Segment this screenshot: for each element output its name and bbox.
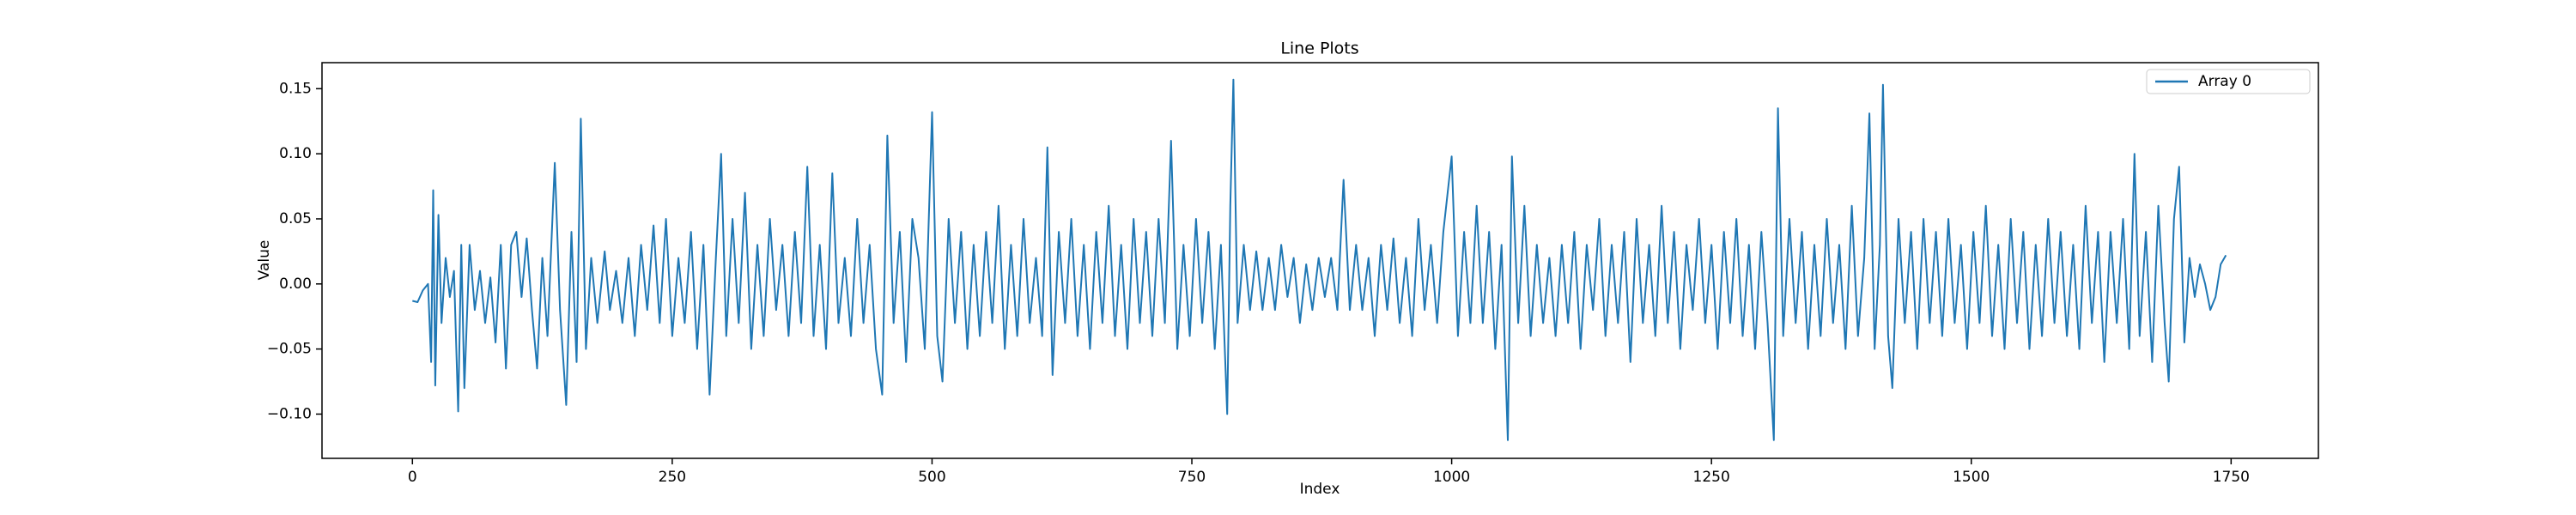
x-tick-label: 250	[659, 469, 686, 486]
legend: Array 0	[2146, 69, 2311, 94]
x-axis-label: Index	[1300, 481, 1340, 498]
legend-box	[2146, 69, 2311, 94]
x-tick-label: 1750	[2213, 469, 2250, 486]
y-tick-label: 0.00	[279, 276, 312, 293]
y-axis-label: Value	[256, 240, 273, 281]
y-tick-label: −0.05	[267, 341, 312, 358]
legend-label: Array 0	[2198, 73, 2251, 90]
data-line	[412, 78, 2227, 441]
chart-title: Line Plots	[1280, 39, 1358, 58]
x-tick-label: 0	[408, 469, 417, 486]
y-tick-label: 0.05	[279, 210, 312, 227]
x-tick-label: 500	[918, 469, 945, 486]
x-tick-label: 1500	[1953, 469, 1990, 486]
y-tick-label: 0.15	[279, 80, 312, 97]
y-tick-label: −0.10	[267, 405, 312, 422]
x-tick-label: 1000	[1433, 469, 1470, 486]
x-tick-label: 750	[1178, 469, 1206, 486]
y-tick-label: 0.10	[279, 145, 312, 162]
plot-frame	[321, 62, 2319, 459]
x-tick-label: 1250	[1693, 469, 1730, 486]
